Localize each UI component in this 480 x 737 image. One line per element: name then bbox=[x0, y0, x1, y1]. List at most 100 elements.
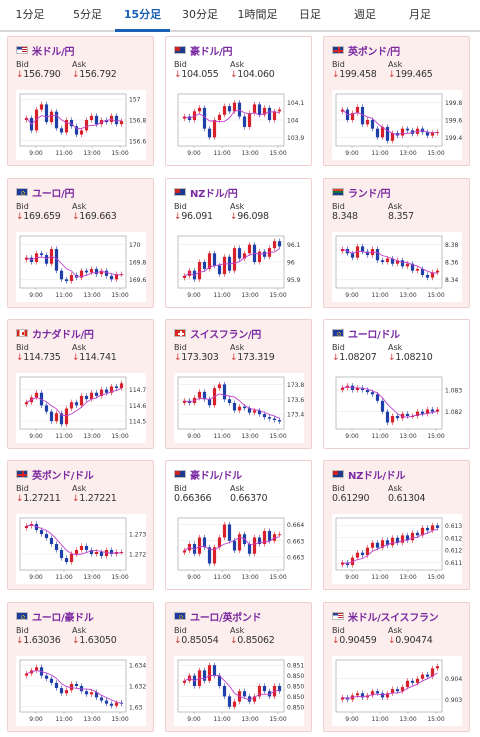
fx-card[interactable]: 英ポンド/円 Bid Ask ↓199.458 ↓199.465 199.8 199.6 19… bbox=[323, 36, 470, 166]
y-tick-label: 104.1 bbox=[287, 100, 304, 107]
fx-card[interactable]: ユーロ/豪ドル Bid Ask ↓1.63036 ↓1.63050 1.634 1.632 1… bbox=[7, 602, 154, 732]
tab-月足[interactable]: 月足 bbox=[409, 8, 431, 21]
pair-name: 豪ドル/ドル bbox=[190, 470, 242, 482]
candle-body bbox=[192, 544, 197, 554]
pair-link[interactable]: 英ポンド/ドル bbox=[16, 467, 94, 482]
ask-label: Ask bbox=[72, 626, 87, 635]
x-tick-label: 11:00 bbox=[55, 150, 72, 157]
moving-average-line bbox=[184, 675, 280, 700]
tab-週足[interactable]: 週足 bbox=[354, 8, 376, 21]
candlestick-chart[interactable]: 1.634 1.632 1.63 9:00 11:00 13:00 15:00 bbox=[16, 656, 146, 726]
fx-card[interactable]: 英ポンド/ドル Bid Ask ↓1.27211 ↓1.27221 1.273 1.272 9… bbox=[7, 460, 154, 590]
candlestick-chart[interactable]: 0.613 0.6125 0.612 0.6115 9:00 11:00 13:00 15:0… bbox=[332, 514, 462, 584]
candlestick-chart[interactable]: 173.8 173.6 173.4 9:00 11:00 13:00 15:00 bbox=[174, 373, 304, 443]
candle-body bbox=[217, 114, 222, 120]
moving-average-line bbox=[342, 109, 438, 136]
pair-link[interactable]: ランド/円 bbox=[332, 185, 390, 200]
ask-value: 114.741 bbox=[79, 352, 117, 363]
candle-body bbox=[262, 531, 267, 544]
chart-svg: 0.664 0.6635 0.663 9:00 11:00 13:00 15:00 bbox=[174, 514, 304, 584]
tab-5分足[interactable]: 5分足 bbox=[73, 8, 102, 21]
candlestick-chart[interactable]: 0.851 0.8508 0.8506 0.8504 0.8502 9:00 11:00 13… bbox=[174, 656, 304, 726]
candlestick-chart[interactable]: 1.083 1.082 9:00 11:00 13:00 15:00 bbox=[332, 373, 462, 443]
candle-body bbox=[400, 687, 405, 692]
candlestick-chart[interactable]: 199.8 199.6 199.4 9:00 11:00 13:00 15:00 bbox=[332, 90, 462, 160]
fx-card[interactable]: ユーロ/円 Bid Ask ↓169.659 ↓169.663 170 169.8 169.6… bbox=[7, 178, 154, 308]
fx-card[interactable]: スイスフラン/円 Bid Ask ↓173.303 ↓173.319 173.8 173.6… bbox=[165, 319, 312, 449]
pair-link[interactable]: NZドル/ドル bbox=[332, 467, 405, 482]
candle-body bbox=[272, 241, 277, 249]
candlestick-chart[interactable]: 8.38 8.36 8.34 9:00 11:00 13:00 15:00 bbox=[332, 232, 462, 302]
fx-card[interactable]: 豪ドル/ドルBidAsk0.663660.663700.6640.66350.6… bbox=[165, 460, 312, 590]
fx-card[interactable]: ユーロ/ドル Bid Ask ↓1.08207 ↓1.08210 1.083 1.082 9:… bbox=[323, 319, 470, 449]
tab-1時間足[interactable]: 1時間足 bbox=[237, 8, 278, 21]
bid-label: Bid bbox=[174, 202, 187, 211]
pair-link[interactable]: 米ドル/円 bbox=[16, 43, 74, 58]
candlestick-chart[interactable]: 104.1 104 103.9 9:00 11:00 13:00 15:00 bbox=[174, 90, 304, 160]
chart-svg: 104.1 104 103.9 9:00 11:00 13:00 15:00 bbox=[174, 90, 304, 160]
candle-body bbox=[257, 686, 262, 697]
y-tick-label: 199.4 bbox=[445, 135, 462, 142]
fx-card[interactable]: カナダドル/円 Bid Ask ↓114.735 ↓114.741 114.7 114.6 1… bbox=[7, 319, 154, 449]
candle-body bbox=[74, 126, 79, 135]
bid-label: Bid bbox=[174, 60, 187, 69]
pair-name: 英ポンド/円 bbox=[348, 46, 400, 58]
candle-body bbox=[94, 115, 99, 125]
candle-body bbox=[340, 387, 345, 390]
bid-label: Bid bbox=[174, 343, 187, 352]
fx-card[interactable]: ランド/円 Bid Ask 8.348 8.357 8.38 8.36 8.34 9:00 11:… bbox=[323, 178, 470, 308]
fx-card[interactable]: NZドル/ドルBidAsk0.612900.613040.6130.61250.… bbox=[323, 460, 470, 590]
ask-value: 8.357 bbox=[388, 211, 414, 222]
x-tick-label: 9:00 bbox=[345, 433, 359, 440]
candlestick-chart[interactable]: 96.1 96 95.9 9:00 11:00 13:00 15:00 bbox=[174, 232, 304, 302]
candlestick-chart[interactable]: 170 169.8 169.6 9:00 11:00 13:00 15:00 bbox=[16, 232, 146, 302]
down-arrow-icon: ↓ bbox=[72, 70, 80, 80]
pair-link[interactable]: ユーロ/ドル bbox=[332, 326, 400, 341]
tab-1分足[interactable]: 1分足 bbox=[15, 8, 45, 21]
fx-card[interactable]: NZドル/円 Bid Ask ↓96.091 ↓96.098 96.1 96 95.9 9:00… bbox=[165, 178, 312, 308]
pair-link[interactable]: 豪ドル/ドル bbox=[174, 467, 242, 482]
tab-30分足[interactable]: 30分足 bbox=[182, 8, 218, 21]
candle-body bbox=[54, 111, 59, 129]
candle-body bbox=[202, 107, 207, 129]
candlestick-chart[interactable]: 0.664 0.6635 0.663 9:00 11:00 13:00 15:00 bbox=[174, 514, 304, 584]
x-tick-label: 9:00 bbox=[187, 574, 201, 581]
tab-日足[interactable]: 日足 bbox=[299, 8, 321, 21]
y-tick-label: 173.6 bbox=[287, 397, 304, 404]
pair-name: 豪ドル/円 bbox=[190, 46, 233, 58]
fx-card[interactable]: 豪ドル/円 Bid Ask ↓104.055 ↓104.060 104.1 104 103.9… bbox=[165, 36, 312, 166]
candle-body bbox=[59, 270, 64, 280]
fx-card[interactable]: ユーロ/英ポンド Bid Ask ↓0.85054 ↓0.85062 0.851 0.850… bbox=[165, 602, 312, 732]
pair-link[interactable]: NZドル/円 bbox=[174, 185, 238, 200]
candlestick-chart[interactable]: 157 156.8 156.6 9:00 11:00 13:00 15:00 bbox=[16, 90, 146, 160]
candlestick-chart[interactable]: 114.7 114.6 114.5 9:00 11:00 13:00 15:00 bbox=[16, 373, 146, 443]
x-tick-label: 13:00 bbox=[83, 574, 100, 581]
moving-average-line bbox=[26, 669, 122, 704]
pair-link[interactable]: スイスフラン/円 bbox=[174, 326, 261, 341]
pair-link[interactable]: カナダドル/円 bbox=[16, 326, 94, 341]
tab-15分足[interactable]: 15分足 bbox=[115, 0, 170, 32]
au-us-flag bbox=[174, 470, 186, 478]
bid-value: 114.735 bbox=[23, 352, 61, 363]
x-tick-label: 15:00 bbox=[427, 574, 444, 581]
ask-value-wrap: ↓0.85062 bbox=[230, 635, 275, 646]
pair-name: ユーロ/豪ドル bbox=[32, 612, 94, 624]
candlestick-chart[interactable]: 0.904 0.903 9:00 11:00 13:00 15:00 bbox=[332, 656, 462, 726]
ask-label: Ask bbox=[388, 484, 403, 493]
ask-value-wrap: ↓173.319 bbox=[230, 352, 275, 363]
bid-value: 169.659 bbox=[23, 211, 61, 222]
y-tick-label: 8.36 bbox=[445, 260, 459, 267]
pair-link[interactable]: 英ポンド/円 bbox=[332, 43, 400, 58]
moving-average-line bbox=[26, 256, 122, 278]
pair-link[interactable]: ユーロ/豪ドル bbox=[16, 609, 94, 624]
fx-card[interactable]: 米ドル/スイスフラン Bid Ask ↓0.90459 ↓0.90474 0.904 0.9… bbox=[323, 602, 470, 732]
candlestick-chart[interactable]: 1.273 1.272 9:00 11:00 13:00 15:00 bbox=[16, 514, 146, 584]
bid-value-wrap: ↓104.055 bbox=[174, 69, 219, 80]
fx-card[interactable]: 米ドル/円 Bid Ask ↓156.790 ↓156.792 157 156.8 156.6… bbox=[7, 36, 154, 166]
pair-link[interactable]: 米ドル/スイスフラン bbox=[332, 609, 439, 624]
pair-link[interactable]: ユーロ/英ポンド bbox=[174, 609, 262, 624]
gb-jp-flag bbox=[332, 46, 344, 54]
x-tick-label: 11:00 bbox=[213, 716, 230, 723]
pair-link[interactable]: ユーロ/円 bbox=[16, 185, 74, 200]
pair-link[interactable]: 豪ドル/円 bbox=[174, 43, 233, 58]
